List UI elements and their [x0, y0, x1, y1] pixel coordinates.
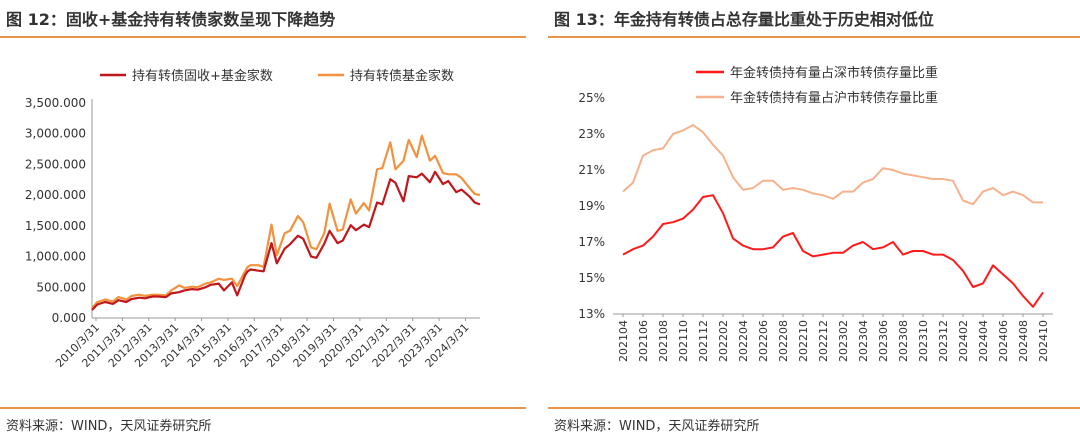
x-tick-label: 202410	[1037, 320, 1050, 362]
x-tick-label: 202312	[937, 320, 950, 362]
x-tick-label: 202110	[677, 320, 690, 362]
y-tick-label: 0.000	[52, 311, 86, 325]
y-tick-label: 1,000.000	[25, 250, 86, 264]
y-tick-label: 21%	[578, 163, 605, 177]
x-tick-label: 202304	[857, 320, 870, 362]
x-tick-label: 202408	[1017, 320, 1030, 362]
series-line	[622, 124, 1043, 206]
right-source-rule	[548, 407, 1080, 409]
y-tick-label: 1,500.000	[25, 219, 86, 233]
x-tick-label: 202302	[837, 320, 850, 362]
x-tick-label: 202212	[817, 320, 830, 362]
x-tick-label: 202206	[757, 320, 770, 362]
y-tick-label: 13%	[578, 307, 605, 321]
y-tick-label: 3,000.000	[25, 127, 86, 141]
legend-label: 持有转债基金家数	[350, 68, 454, 84]
x-tick-label: 202108	[657, 320, 670, 362]
series-line	[91, 134, 481, 309]
x-tick-label: 202112	[697, 320, 710, 362]
left-source-rule	[0, 407, 526, 409]
left-figure-panel: 图 12：固收+基金持有转债家数呈现下降趋势 0.000 500.000 1,000…	[0, 0, 526, 445]
series-line	[622, 194, 1044, 308]
y-tick-label: 15%	[578, 271, 605, 285]
y-tick-label: 17%	[578, 235, 605, 249]
y-tick-label: 25%	[578, 91, 605, 105]
left-line-chart: 0.000 500.000 1,000.000 1,500.000 2,000.000 2…	[25, 68, 481, 370]
right-figure-panel: 图 13：年金持有转债占总存量比重处于历史相对低位 13% 15% 17% 19% 21…	[548, 0, 1080, 445]
x-tick-label: 202204	[737, 320, 750, 362]
x-tick-label: 202404	[977, 320, 990, 362]
y-tick-label: 19%	[578, 199, 605, 213]
x-tick-label: 202402	[957, 320, 970, 362]
y-tick-label: 2,000.000	[25, 188, 86, 202]
left-figure-title: 图 12：固收+基金持有转债家数呈现下降趋势	[6, 10, 336, 29]
x-tick-label: 202104	[617, 320, 630, 362]
y-tick-label: 3,500.000	[25, 96, 86, 110]
x-tick-label: 202202	[717, 320, 730, 362]
x-tick-label: 202210	[797, 320, 810, 362]
legend-label: 年金转债持有量占深市转债存量比重	[730, 65, 938, 81]
right-figure-title: 图 13：年金持有转债占总存量比重处于历史相对低位	[554, 10, 934, 29]
right-source-note: 资料来源：WIND，天风证券研究所	[554, 419, 760, 434]
x-tick-label: 202310	[917, 320, 930, 362]
x-tick-label: 202208	[777, 320, 790, 362]
right-line-chart: 13% 15% 17% 19% 21% 23% 25% 202104 202106 202108 2…	[578, 65, 1053, 362]
series-line	[91, 170, 481, 311]
y-tick-label: 23%	[578, 127, 605, 141]
y-tick-label: 2,500.000	[25, 157, 86, 171]
legend-label: 年金转债持有量占沪市转债存量比重	[730, 90, 938, 106]
legend-label: 持有转债固收+基金家数	[132, 68, 273, 84]
left-source-note: 资料来源：WIND，天风证券研究所	[6, 419, 212, 434]
left-title-rule	[0, 36, 526, 38]
x-tick-label: 202308	[897, 320, 910, 362]
y-tick-label: 500.000	[36, 280, 86, 294]
x-tick-label: 202106	[637, 320, 650, 362]
x-tick-label: 202406	[997, 320, 1010, 362]
x-tick-label: 202306	[877, 320, 890, 362]
right-title-rule	[548, 36, 1080, 38]
